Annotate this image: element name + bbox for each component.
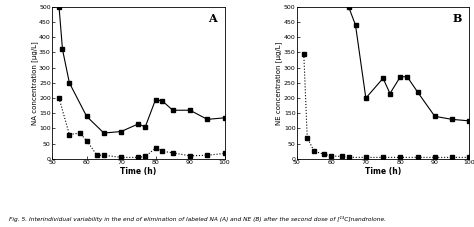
Text: Fig. 5. Interindividual variability in the end of elimination of labeled NA (A) : Fig. 5. Interindividual variability in t… — [9, 216, 386, 222]
Y-axis label: NA concentration [µg/L]: NA concentration [µg/L] — [31, 41, 37, 125]
X-axis label: Time (h): Time (h) — [120, 167, 156, 176]
Text: B: B — [453, 13, 462, 24]
X-axis label: Time (h): Time (h) — [365, 167, 401, 176]
Y-axis label: NE concentration [µg/L]: NE concentration [µg/L] — [275, 41, 283, 125]
Text: A: A — [208, 13, 217, 24]
